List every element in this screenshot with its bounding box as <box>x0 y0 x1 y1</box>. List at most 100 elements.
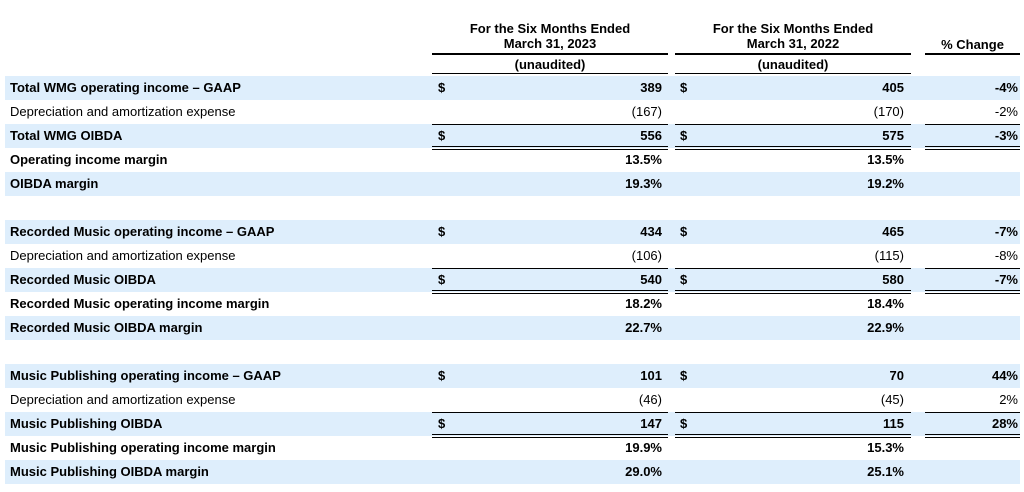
dollar-sign-2022: $ <box>680 80 688 95</box>
row-label: Total WMG operating income – GAAP <box>10 80 241 95</box>
table-row: Depreciation and amortization expense (16… <box>5 100 1020 124</box>
percent-change: -7% <box>994 272 1018 287</box>
subtotal-rule <box>675 412 911 413</box>
header-2023-unaudited: (unaudited) <box>514 57 586 72</box>
row-label: Depreciation and amortization expense <box>10 392 236 407</box>
table-row: Recorded Music operating income margin 18… <box>5 292 1020 316</box>
row-label: Recorded Music OIBDA <box>10 272 156 287</box>
subtotal-rule <box>432 412 668 413</box>
value-2022: 18.4% <box>867 296 904 311</box>
header-2022-line1: For the Six Months Ended <box>712 21 874 36</box>
subtotal-rule <box>432 124 668 125</box>
subtotal-rule <box>925 124 1020 125</box>
value-2022: 25.1% <box>867 464 904 479</box>
header-2023-line1: For the Six Months Ended <box>469 21 631 36</box>
row-label: Music Publishing OIBDA <box>10 416 163 431</box>
value-2022: (170) <box>873 104 904 119</box>
total-double-rule <box>675 434 911 438</box>
header-2023-divider <box>432 53 668 55</box>
row-label: Recorded Music OIBDA margin <box>10 320 203 335</box>
table-row: Operating income margin 13.5% 13.5% <box>5 148 1020 172</box>
dollar-sign-2022: $ <box>680 224 688 239</box>
row-label: Recorded Music operating income margin <box>10 296 270 311</box>
value-2023: 101 <box>640 368 662 383</box>
dollar-sign-2023: $ <box>438 80 446 95</box>
row-label: OIBDA margin <box>10 176 99 191</box>
table-row: Total WMG operating income – GAAP $389 $40… <box>5 76 1020 100</box>
header-percent-change-line <box>925 53 1020 55</box>
value-2022: 405 <box>882 80 904 95</box>
column-header-2022: For the Six Months Ended March 31, 2022 <box>675 21 911 51</box>
row-label: Recorded Music operating income – GAAP <box>10 224 275 239</box>
percent-change: -7% <box>994 224 1018 239</box>
table-row: Depreciation and amortization expense (46… <box>5 388 1020 412</box>
percent-change: -3% <box>994 128 1018 143</box>
table-row: Total WMG OIBDA $556 $575 -3% <box>5 124 1020 148</box>
value-2023: 147 <box>640 416 662 431</box>
dollar-sign-2023: $ <box>438 416 446 431</box>
header-2022-divider <box>675 53 911 55</box>
percent-change: 2% <box>999 392 1018 407</box>
table-row: Music Publishing OIBDA $147 $115 28% <box>5 412 1020 436</box>
total-double-rule <box>675 146 911 150</box>
header-percent-change: % Change <box>941 37 1004 52</box>
table-row: Recorded Music operating income – GAAP $4… <box>5 220 1020 244</box>
value-2023: 389 <box>640 80 662 95</box>
value-2022: 15.3% <box>867 440 904 455</box>
value-2023: 22.7% <box>625 320 662 335</box>
column-header-2023: For the Six Months Ended March 31, 2023 <box>432 21 668 51</box>
header-2022-line2: March 31, 2022 <box>746 36 840 51</box>
value-2023: (167) <box>631 104 662 119</box>
value-2023: 19.9% <box>625 440 662 455</box>
dollar-sign-2023: $ <box>438 368 446 383</box>
value-2022: 70 <box>889 368 904 383</box>
row-label: Depreciation and amortization expense <box>10 104 236 119</box>
total-double-rule <box>925 146 1020 150</box>
value-2023: (106) <box>631 248 662 263</box>
value-2023: 19.3% <box>625 176 662 191</box>
percent-change: -8% <box>994 248 1018 263</box>
percent-change: -2% <box>994 104 1018 119</box>
total-double-rule <box>925 290 1020 294</box>
row-label: Music Publishing OIBDA margin <box>10 464 209 479</box>
total-double-rule <box>432 146 668 150</box>
value-2022: 575 <box>882 128 904 143</box>
value-2022: (115) <box>874 248 904 263</box>
dollar-sign-2023: $ <box>438 224 446 239</box>
total-double-rule <box>432 434 668 438</box>
table-row: Music Publishing operating income – GAAP… <box>5 364 1020 388</box>
subtotal-rule <box>925 412 1020 413</box>
value-2022: 19.2% <box>867 176 904 191</box>
value-2023: 29.0% <box>625 464 662 479</box>
row-label: Music Publishing operating income margin <box>10 440 276 455</box>
value-2023: 540 <box>640 272 662 287</box>
dollar-sign-2022: $ <box>680 416 688 431</box>
dollar-sign-2022: $ <box>680 128 688 143</box>
total-double-rule <box>675 290 911 294</box>
value-2022: 13.5% <box>867 152 904 167</box>
dollar-sign-2022: $ <box>680 272 688 287</box>
value-2023: 434 <box>640 224 662 239</box>
value-2023: 18.2% <box>625 296 662 311</box>
subtotal-rule <box>675 268 911 269</box>
dollar-sign-2022: $ <box>680 368 688 383</box>
header-2023-bottom-line <box>432 73 668 74</box>
value-2022: 115 <box>883 416 904 431</box>
value-2023: 556 <box>640 128 662 143</box>
value-2022: 22.9% <box>867 320 904 335</box>
value-2023: 13.5% <box>625 152 662 167</box>
table-row: Music Publishing operating income margin… <box>5 436 1020 460</box>
table-row: Recorded Music OIBDA margin 22.7% 22.9% <box>5 316 1020 340</box>
total-double-rule <box>432 290 668 294</box>
row-label: Total WMG OIBDA <box>10 128 123 143</box>
value-2023: (46) <box>638 392 662 407</box>
percent-change: 44% <box>991 368 1018 383</box>
percent-change: -4% <box>994 80 1018 95</box>
value-2022: (45) <box>880 392 904 407</box>
dollar-sign-2023: $ <box>438 272 446 287</box>
percent-change: 28% <box>991 416 1018 431</box>
table-row: Depreciation and amortization expense (10… <box>5 244 1020 268</box>
header-2022-bottom-line <box>675 73 911 74</box>
table-row: Recorded Music OIBDA $540 $580 -7% <box>5 268 1020 292</box>
row-label: Operating income margin <box>10 152 168 167</box>
